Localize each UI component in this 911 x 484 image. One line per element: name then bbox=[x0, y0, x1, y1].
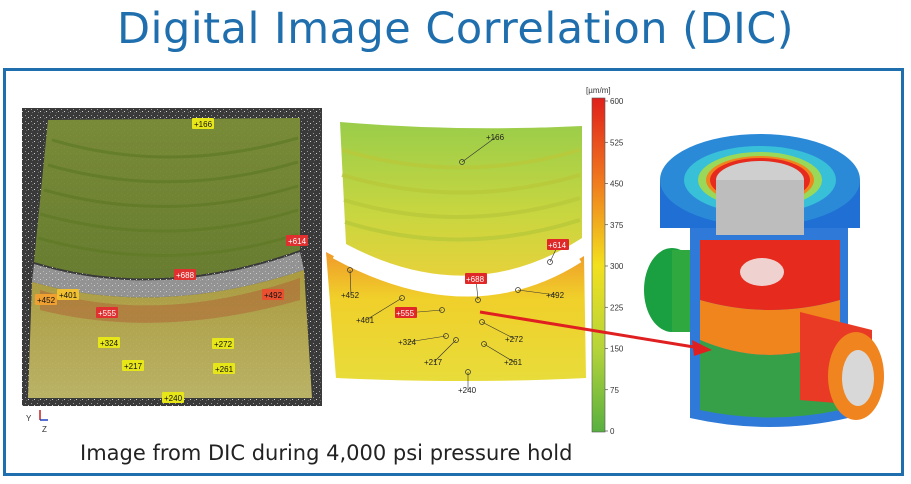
colorbar-ticks: 600 525 450 375 300 225 150 75 0 bbox=[605, 97, 624, 436]
photo-strain-label: +555 bbox=[96, 307, 118, 318]
colorbar-tick-label: 0 bbox=[610, 427, 615, 436]
colorbar-tick-label: 300 bbox=[610, 262, 624, 271]
photo-strain-value: +452 bbox=[37, 296, 56, 305]
figure-caption: Image from DIC during 4,000 psi pressure… bbox=[80, 441, 573, 465]
photo-strain-value: +614 bbox=[288, 237, 307, 246]
contour-lower-region bbox=[326, 252, 586, 381]
contour-strain-label: +217 bbox=[424, 337, 459, 367]
contour-strain-value: +492 bbox=[546, 291, 565, 300]
photo-strain-label: +217 bbox=[122, 360, 144, 371]
photo-weld-ripples bbox=[37, 136, 299, 258]
fea-highlight bbox=[740, 258, 784, 286]
contour-strain-value: +240 bbox=[458, 386, 477, 395]
axis-z-label: Z bbox=[42, 425, 47, 434]
contour-strain-label: +261 bbox=[481, 341, 523, 367]
colorbar-tick-label: 525 bbox=[610, 138, 624, 147]
arrow-line bbox=[479, 310, 701, 350]
contour-strain-value: +261 bbox=[504, 358, 523, 367]
contour-strain-value: +166 bbox=[486, 133, 505, 142]
colorbar-tick-label: 450 bbox=[610, 180, 624, 189]
photo-strain-label: +324 bbox=[98, 337, 120, 348]
axis-triad: Y Z bbox=[26, 410, 48, 434]
arrow-head bbox=[692, 340, 712, 356]
contour-strain-value: +272 bbox=[505, 335, 524, 344]
contour-strain-label: +401 bbox=[356, 295, 405, 325]
fea-model bbox=[644, 134, 884, 427]
photo-strain-value: +324 bbox=[100, 339, 119, 348]
correlation-arrow bbox=[479, 310, 712, 356]
contour-ripples bbox=[341, 148, 581, 242]
colorbar-tick-label: 600 bbox=[610, 97, 624, 106]
contour-strain-label: +166 bbox=[459, 133, 505, 165]
photo-strain-value: +240 bbox=[164, 394, 183, 403]
contour-strain-label: +555 bbox=[395, 307, 445, 318]
contour-strain-label: +240 bbox=[458, 369, 477, 395]
colorbar-unit: [µm/m] bbox=[586, 86, 611, 95]
colorbar-tick-label: 150 bbox=[610, 345, 624, 354]
photo-strain-label: +614 bbox=[286, 235, 308, 246]
photo-strain-label: +401 bbox=[57, 289, 79, 300]
contour-strain-value: +217 bbox=[424, 358, 443, 367]
contour-strain-label: +324 bbox=[398, 333, 449, 347]
contour-strain-label: +688 bbox=[465, 273, 487, 303]
photo-strain-value: +272 bbox=[214, 340, 233, 349]
photo-strain-value: +166 bbox=[194, 120, 213, 129]
photo-strain-label: +452 bbox=[35, 294, 57, 305]
contour-strain-label: +614 bbox=[547, 239, 569, 265]
photo-lower-region bbox=[28, 270, 312, 398]
photo-strain-value: +217 bbox=[124, 362, 143, 371]
photo-strain-label: +492 bbox=[262, 289, 284, 300]
photo-strain-label: +261 bbox=[213, 363, 235, 374]
photo-strain-value: +688 bbox=[176, 271, 195, 280]
page-title: Digital Image Correlation (DIC) bbox=[116, 4, 795, 54]
contour-strain-value: +688 bbox=[466, 275, 485, 284]
photo-strain-value: +492 bbox=[264, 291, 283, 300]
contour-upper-region bbox=[340, 122, 582, 276]
photo-upper-region bbox=[34, 118, 300, 279]
dic-photo bbox=[22, 108, 322, 406]
contour-strain-value: +401 bbox=[356, 316, 375, 325]
colorbar-tick-label: 375 bbox=[610, 221, 624, 230]
contour-strain-value: +555 bbox=[396, 309, 415, 318]
photo-strain-label: +240 bbox=[162, 392, 184, 403]
contour-labels: +166 +614 +688 +452 +401 +492 +555 +324 +272 +217… bbox=[341, 133, 569, 395]
contour-strain-value: +614 bbox=[548, 241, 567, 250]
photo-strain-value: +261 bbox=[215, 365, 234, 374]
axis-y-label: Y bbox=[26, 414, 32, 423]
colorbar-gradient bbox=[591, 97, 606, 433]
contour-strain-label: +492 bbox=[515, 287, 565, 300]
photo-strain-value: +401 bbox=[59, 291, 78, 300]
photo-strain-label: +272 bbox=[212, 338, 234, 349]
left-photo-labels: +166 +614 +688 +452+401 +492 +555 +324 +272 +217… bbox=[35, 118, 308, 403]
photo-weld-seam bbox=[32, 252, 304, 298]
contour-strain-label: +272 bbox=[479, 319, 524, 344]
contour-weld-gap bbox=[332, 253, 582, 297]
colorbar-tick-label: 75 bbox=[610, 386, 619, 395]
photo-strain-value: +555 bbox=[98, 309, 117, 318]
colorbar-tick-label: 225 bbox=[610, 303, 624, 312]
fea-flange-bore-wall bbox=[716, 180, 804, 235]
contour-strain-label: +452 bbox=[341, 267, 360, 300]
figure-frame bbox=[3, 68, 904, 476]
fea-right-nozzle-bore bbox=[842, 350, 874, 406]
contour-strain-value: +324 bbox=[398, 338, 417, 347]
colorbar: [µm/m] 600 525 450 375 300 225 150 75 0 bbox=[586, 86, 624, 436]
dic-contour bbox=[326, 122, 586, 381]
photo-strain-label: +166 bbox=[192, 118, 214, 129]
photo-strain-label: +688 bbox=[174, 269, 196, 280]
contour-strain-value: +452 bbox=[341, 291, 360, 300]
